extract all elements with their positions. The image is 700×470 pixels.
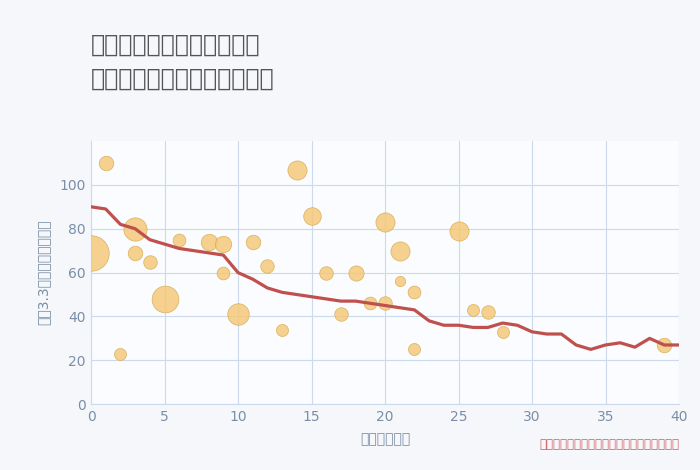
- Point: [321, 269, 332, 276]
- Point: [365, 299, 376, 307]
- Point: [482, 308, 493, 316]
- Point: [291, 166, 302, 173]
- Point: [379, 219, 391, 226]
- Point: [468, 306, 479, 313]
- Point: [247, 238, 258, 246]
- Point: [262, 262, 273, 270]
- Point: [453, 227, 464, 235]
- Point: [306, 212, 317, 219]
- X-axis label: 築年数（年）: 築年数（年）: [360, 432, 410, 446]
- Point: [394, 278, 405, 285]
- Point: [159, 295, 170, 303]
- Point: [394, 247, 405, 254]
- Point: [218, 240, 229, 248]
- Point: [144, 258, 155, 266]
- Point: [174, 236, 185, 243]
- Point: [218, 269, 229, 276]
- Point: [659, 341, 670, 349]
- Point: [379, 299, 391, 307]
- Point: [130, 225, 141, 233]
- Text: 岐阜県高山市国府町山本の
築年数別中古マンション価格: 岐阜県高山市国府町山本の 築年数別中古マンション価格: [91, 33, 274, 90]
- Point: [203, 238, 214, 246]
- Text: 円の大きさは、取引のあった物件面積を示す: 円の大きさは、取引のあった物件面積を示す: [539, 439, 679, 451]
- Point: [409, 345, 420, 353]
- Point: [130, 249, 141, 257]
- Point: [115, 350, 126, 358]
- Point: [335, 311, 346, 318]
- Point: [409, 289, 420, 296]
- Y-axis label: 坪（3.3㎡）単価（万円）: 坪（3.3㎡）単価（万円）: [36, 220, 50, 325]
- Point: [497, 328, 508, 336]
- Point: [232, 311, 244, 318]
- Point: [350, 269, 361, 276]
- Point: [100, 159, 111, 167]
- Point: [276, 326, 288, 333]
- Point: [85, 249, 97, 257]
